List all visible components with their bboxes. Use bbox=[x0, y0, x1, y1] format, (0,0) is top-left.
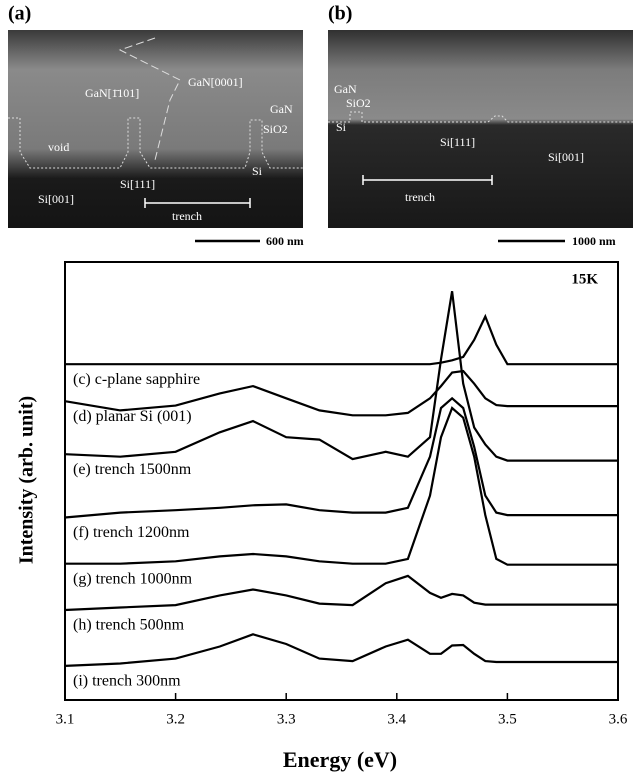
spectrum-line bbox=[64, 369, 618, 417]
series-label: (e) trench 1500nm bbox=[73, 461, 192, 478]
spectrum-line bbox=[64, 633, 618, 667]
interface bbox=[328, 111, 633, 123]
spectrum-line bbox=[64, 574, 618, 612]
image-label: void bbox=[48, 140, 69, 154]
image-label: Si[111] bbox=[120, 177, 155, 191]
x-tick-label: 3.5 bbox=[498, 711, 517, 727]
image-label: Si[001] bbox=[548, 150, 584, 164]
x-axis-title: Energy (eV) bbox=[283, 747, 397, 772]
series-label: (g) trench 1000nm bbox=[73, 570, 193, 587]
series-label: (h) trench 500nm bbox=[73, 617, 185, 634]
plot-frame bbox=[64, 261, 619, 701]
facet-line bbox=[118, 37, 181, 161]
trench-bar bbox=[144, 198, 251, 208]
image-label: SiO2 bbox=[346, 96, 371, 110]
sem-image bbox=[328, 30, 633, 228]
series-label: (c) c-plane sapphire bbox=[73, 371, 200, 388]
x-tick-label: 3.2 bbox=[166, 711, 185, 727]
x-tick-label: 3.6 bbox=[609, 711, 628, 727]
image-label: GaN[1̄101] bbox=[85, 86, 139, 100]
image-label: Si bbox=[252, 164, 263, 178]
spectrum-line bbox=[65, 313, 618, 366]
series-label: (d) planar Si (001) bbox=[73, 408, 192, 425]
spectrum-line bbox=[65, 406, 618, 566]
x-tick-label: 3.1 bbox=[56, 711, 75, 727]
y-axis-title: Intensity (arb. unit) bbox=[16, 396, 38, 564]
image-label: Si[111] bbox=[440, 135, 475, 149]
panel-label: (a) bbox=[8, 3, 31, 25]
image-label: trench bbox=[405, 190, 435, 204]
x-tick-label: 3.3 bbox=[277, 711, 296, 727]
scale-label: 1000 nm bbox=[572, 234, 616, 248]
series-label: (f) trench 1200nm bbox=[73, 524, 190, 541]
image-label: GaN[0001] bbox=[188, 75, 243, 89]
sem-image bbox=[8, 30, 303, 228]
spectrum-line bbox=[64, 396, 618, 519]
interface bbox=[8, 117, 303, 169]
panel-label: (b) bbox=[328, 3, 352, 25]
trench-bar bbox=[362, 175, 493, 185]
x-tick-label: 3.4 bbox=[387, 711, 406, 727]
image-label: SiO2 bbox=[263, 122, 288, 136]
annotation: 15K bbox=[571, 271, 598, 287]
image-label: Si bbox=[336, 120, 347, 134]
image-label: trench bbox=[172, 209, 202, 223]
scale-label: 600 nm bbox=[266, 234, 304, 248]
image-label: GaN bbox=[270, 102, 293, 116]
image-label: Si[001] bbox=[38, 192, 74, 206]
image-label: GaN bbox=[334, 82, 357, 96]
series-label: (i) trench 300nm bbox=[73, 673, 181, 690]
spectrum-line bbox=[64, 291, 618, 462]
